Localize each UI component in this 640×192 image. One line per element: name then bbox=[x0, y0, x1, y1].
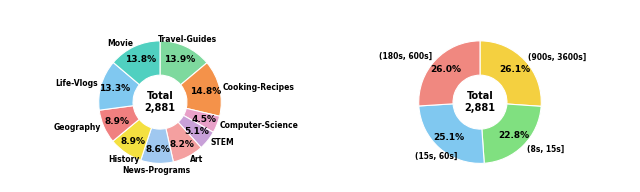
Text: Travel-Guides: Travel-Guides bbox=[157, 35, 217, 44]
Wedge shape bbox=[99, 62, 140, 110]
Text: Computer-Science: Computer-Science bbox=[220, 121, 299, 130]
Wedge shape bbox=[184, 108, 220, 132]
Wedge shape bbox=[99, 106, 140, 141]
Text: History: History bbox=[108, 155, 140, 164]
Wedge shape bbox=[180, 63, 221, 116]
Text: 4.5%: 4.5% bbox=[191, 115, 216, 124]
Wedge shape bbox=[419, 104, 484, 163]
Text: 8.9%: 8.9% bbox=[104, 117, 129, 126]
Wedge shape bbox=[166, 122, 201, 162]
Text: 8.6%: 8.6% bbox=[145, 145, 170, 154]
Text: (180s, 600s]: (180s, 600s] bbox=[379, 52, 432, 61]
Text: Cooking-Recipes: Cooking-Recipes bbox=[223, 83, 294, 92]
Wedge shape bbox=[482, 104, 541, 163]
Text: Art: Art bbox=[189, 155, 203, 164]
Text: (15s, 60s]: (15s, 60s] bbox=[415, 152, 458, 161]
Text: 26.1%: 26.1% bbox=[499, 65, 530, 74]
Text: 25.1%: 25.1% bbox=[433, 133, 465, 142]
Text: 13.8%: 13.8% bbox=[125, 55, 156, 64]
Text: Total
2,881: Total 2,881 bbox=[465, 91, 495, 113]
Text: Movie: Movie bbox=[107, 39, 133, 48]
Wedge shape bbox=[160, 41, 207, 85]
Text: 13.3%: 13.3% bbox=[99, 84, 131, 93]
Text: 8.9%: 8.9% bbox=[121, 137, 146, 146]
Text: STEM: STEM bbox=[210, 138, 234, 147]
Wedge shape bbox=[113, 119, 152, 160]
Text: (900s, 3600s]: (900s, 3600s] bbox=[529, 52, 587, 61]
Text: 26.0%: 26.0% bbox=[430, 65, 461, 74]
Wedge shape bbox=[113, 41, 160, 85]
Wedge shape bbox=[419, 41, 480, 106]
Text: 8.2%: 8.2% bbox=[169, 140, 194, 149]
Text: Total
2,881: Total 2,881 bbox=[145, 91, 175, 113]
Text: (8s, 15s]: (8s, 15s] bbox=[527, 144, 564, 153]
Wedge shape bbox=[178, 115, 213, 148]
Wedge shape bbox=[480, 41, 541, 106]
Text: 5.1%: 5.1% bbox=[184, 127, 209, 136]
Text: News-Programs: News-Programs bbox=[123, 166, 191, 175]
Text: 22.8%: 22.8% bbox=[498, 131, 529, 140]
Text: 13.9%: 13.9% bbox=[164, 55, 196, 64]
Text: Geography: Geography bbox=[54, 123, 101, 132]
Wedge shape bbox=[141, 128, 173, 163]
Text: Life-Vlogs: Life-Vlogs bbox=[56, 79, 99, 89]
Text: 14.8%: 14.8% bbox=[190, 87, 221, 96]
